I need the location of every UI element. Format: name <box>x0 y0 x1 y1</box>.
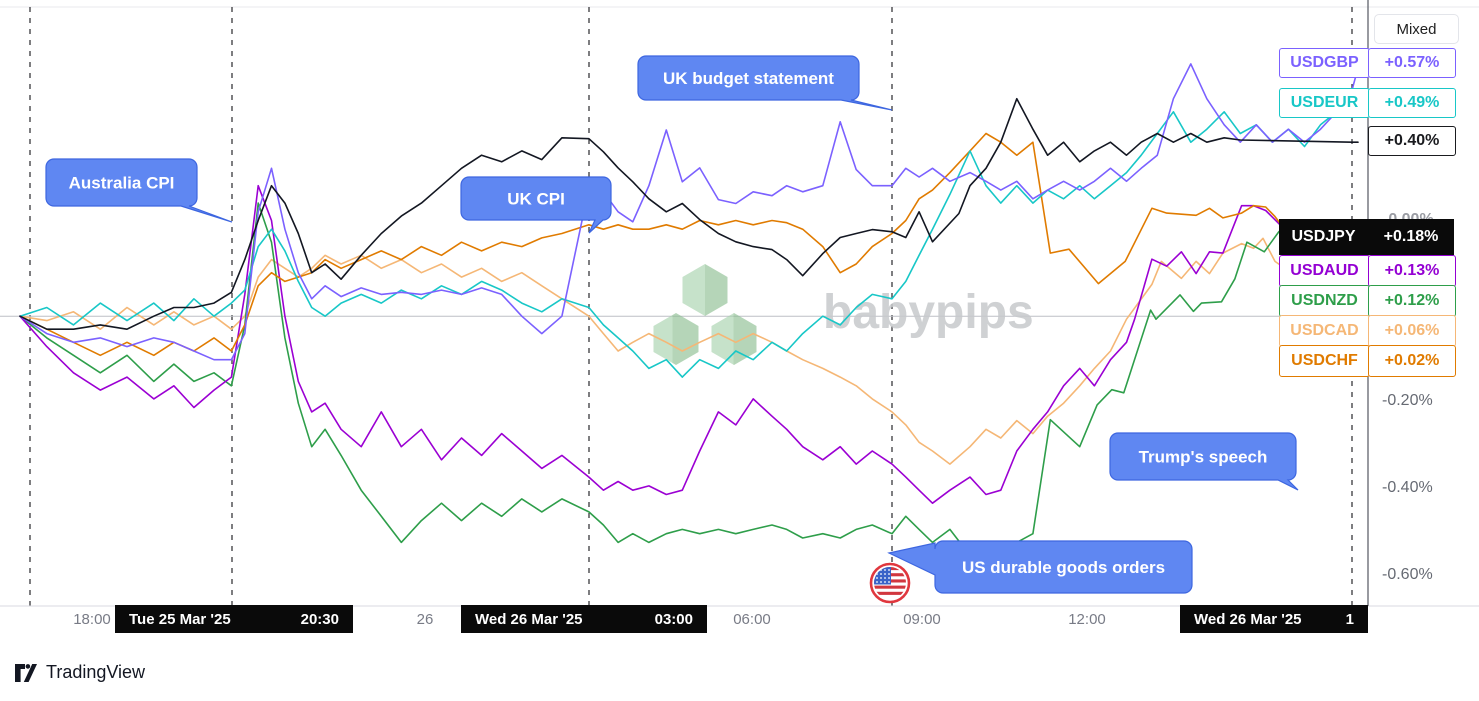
svg-text:US durable goods orders: US durable goods orders <box>962 558 1165 577</box>
svg-text:babypips: babypips <box>823 286 1034 339</box>
svg-text:Australia CPI: Australia CPI <box>69 174 175 193</box>
svg-text:UK CPI: UK CPI <box>507 190 565 209</box>
svg-text:UK budget statement: UK budget statement <box>663 69 834 88</box>
svg-text:Trump's speech: Trump's speech <box>1139 448 1268 467</box>
